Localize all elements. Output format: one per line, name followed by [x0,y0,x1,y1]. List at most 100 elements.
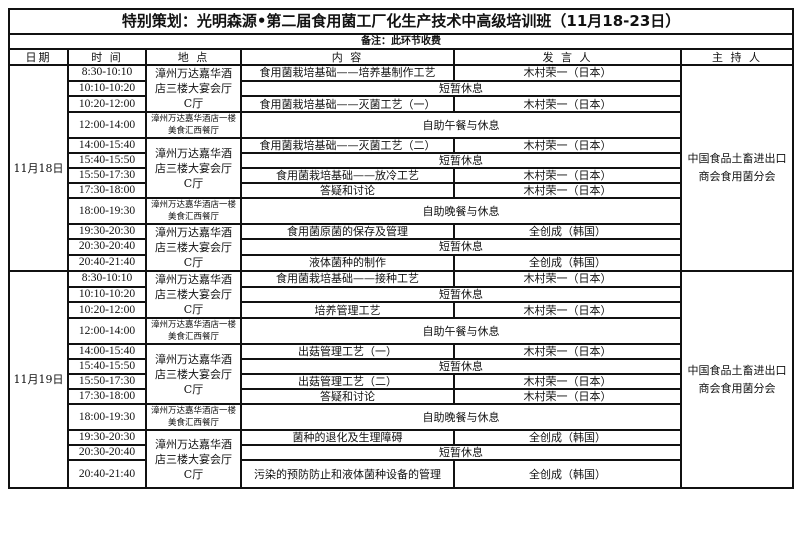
schedule-row: 11月19日 8:30-10:10 漳州万达嘉华酒店三楼大宴会厅C厅 食用菌栽培基础—… [8,270,795,489]
time-cell: 12:00-14:00 [67,317,147,345]
break-cell: 短暂休息 [240,152,682,169]
content-cell: 菌种的退化及生理障碍 [240,429,455,446]
time-cell: 15:50-17:30 [67,373,147,390]
schedule-row: 17:30-18:00 答疑和讨论 木村荣一（日本） [9,388,793,405]
time-cell: 15:40-15:50 [67,358,147,375]
schedule-row: 10:10-10:20 短暂休息 [9,285,793,304]
schedule-row: 20:30-20:40 短暂休息 [9,444,793,461]
break-cell: 自助晚餐与休息 [240,403,682,431]
schedule-row: 14:00-15:40 漳州万达嘉华酒店三楼大宴会厅C厅 食用菌栽培基础——灭菌工艺… [9,137,793,199]
schedule-row: 15:50-17:30 出菇管理工艺（二） 木村荣一（日本） [9,373,793,390]
speaker-cell: 木村荣一（日本） [453,64,682,82]
time-cell: 15:50-17:30 [67,167,147,184]
schedule-row: 17:30-18:00 答疑和讨论 木村荣一（日本） [9,182,793,199]
schedule-document: 特别策划：光明森源•第二届食用菌工厂化生产技术中高级培训班（11月18-23日）… [7,8,795,489]
speaker-cell: 木村荣一（日本） [453,373,682,390]
speaker-cell: 全创成（韩国） [453,253,682,273]
location-cell: 漳州万达嘉华酒店三楼大宴会厅C厅 [145,137,242,199]
header-time: 时 间 [67,48,147,66]
schedule-row: 10:20-12:00 食用菌栽培基础——灭菌工艺（一） 木村荣一（日本） [9,95,793,113]
host-cell: 中国食品土畜进出口商会食用菌分会 [679,64,795,272]
time-cell: 12:00-14:00 [67,111,147,139]
time-cell: 20:40-21:40 [67,459,147,489]
time-cell: 17:30-18:00 [67,182,147,199]
schedule-row: 11月18日 8:30-10:10 漳州万达嘉华酒店三楼大宴会厅C厅 食用菌栽培基础—… [8,64,795,272]
time-cell: 10:10-10:20 [67,285,147,304]
location-cell: 漳州万达嘉华酒店一楼美食汇西餐厅 [145,197,242,225]
schedule-row: 19:30-20:30 漳州万达嘉华酒店三楼大宴会厅C厅 菌种的退化及生理障碍 全创成… [9,429,793,489]
content-cell: 答疑和讨论 [240,182,455,199]
speaker-cell: 木村荣一（日本） [453,182,682,199]
schedule-row: 15:50-17:30 食用菌栽培基础——放冷工艺 木村荣一（日本） [9,167,793,184]
time-cell: 14:00-15:40 [67,137,147,154]
time-cell: 8:30-10:10 [67,270,147,288]
time-cell: 18:00-19:30 [67,197,147,225]
content-cell: 食用菌栽培基础——放冷工艺 [240,167,455,184]
break-cell: 短暂休息 [240,444,682,461]
time-cell: 19:30-20:30 [67,222,147,241]
header-speaker: 发 言 人 [453,48,682,66]
speaker-cell: 全创成（韩国） [453,429,682,446]
schedule-row: 20:40-21:40 污染的预防防止和液体菌种设备的管理 全创成（韩国） [9,459,793,489]
time-cell: 18:00-19:30 [67,403,147,431]
speaker-cell: 木村荣一（日本） [453,270,682,288]
fee-note: 备注：此环节收费 [7,33,795,50]
header-content: 内 容 [240,48,455,66]
time-cell: 10:20-12:00 [67,95,147,113]
break-cell: 自助午餐与休息 [240,317,682,345]
document-title: 特别策划：光明森源•第二届食用菌工厂化生产技术中高级培训班（11月18-23日） [7,8,795,35]
header-row: 日期 时 间 地 点 内 容 发 言 人 主 持 人 [8,48,795,66]
content-cell: 培养管理工艺 [240,301,455,319]
content-cell: 食用菌栽培基础——灭菌工艺（二） [240,137,455,154]
date-cell: 11月19日 [8,270,69,489]
location-cell: 漳州万达嘉华酒店一楼美食汇西餐厅 [145,111,242,139]
location-cell: 漳州万达嘉华酒店一楼美食汇西餐厅 [145,403,242,431]
break-cell: 短暂休息 [240,79,682,98]
time-cell: 20:30-20:40 [67,444,147,461]
location-cell: 漳州万达嘉华酒店三楼大宴会厅C厅 [145,270,242,319]
schedule-row: 10:10-10:20 短暂休息 [9,79,793,98]
schedule-row: 14:00-15:40 漳州万达嘉华酒店三楼大宴会厅C厅 出菇管理工艺（一） 木村荣一… [9,343,793,405]
schedule-row: 18:00-19:30 漳州万达嘉华酒店一楼美食汇西餐厅 自助晚餐与休息 [9,403,793,431]
schedule-table: 特别策划：光明森源•第二届食用菌工厂化生产技术中高级培训班（11月18-23日）… [7,8,795,489]
schedule-row: 20:40-21:40 液体菌种的制作 全创成（韩国） [9,253,793,273]
time-cell: 14:00-15:40 [67,343,147,360]
time-cell: 20:30-20:40 [67,238,147,256]
content-cell: 污染的预防防止和液体菌种设备的管理 [240,459,455,489]
location-cell: 漳州万达嘉华酒店一楼美食汇西餐厅 [145,317,242,345]
content-cell: 液体菌种的制作 [240,253,455,273]
content-cell: 出菇管理工艺（一） [240,343,455,360]
speaker-cell: 木村荣一（日本） [453,167,682,184]
date-cell: 11月18日 [8,64,69,272]
location-cell: 漳州万达嘉华酒店三楼大宴会厅C厅 [145,223,242,272]
content-cell: 出菇管理工艺（二） [240,373,455,390]
speaker-cell: 木村荣一（日本） [453,95,682,113]
speaker-cell: 木村荣一（日本） [453,388,682,405]
break-cell: 短暂休息 [240,358,682,375]
break-cell: 短暂休息 [240,285,682,304]
schedule-row: 10:20-12:00 培养管理工艺 木村荣一（日本） [9,301,793,319]
header-host: 主 持 人 [679,48,795,66]
content-cell: 食用菌栽培基础——培养基制作工艺 [240,64,455,82]
break-cell: 自助午餐与休息 [240,111,682,139]
location-cell: 漳州万达嘉华酒店三楼大宴会厅C厅 [145,64,242,113]
schedule-row: 18:00-19:30 漳州万达嘉华酒店一楼美食汇西餐厅 自助晚餐与休息 [9,197,793,225]
header-location: 地 点 [145,48,242,66]
schedule-row: 15:40-15:50 短暂休息 [9,152,793,169]
schedule-row: 20:30-20:40 短暂休息 [9,238,793,256]
break-cell: 自助晚餐与休息 [240,197,682,225]
content-cell: 答疑和讨论 [240,388,455,405]
time-cell: 15:40-15:50 [67,152,147,169]
content-cell: 食用菌原菌的保存及管理 [240,222,455,241]
schedule-row: 19:30-20:30 漳州万达嘉华酒店三楼大宴会厅C厅 食用菌原菌的保存及管理 全创… [9,222,793,272]
time-cell: 20:40-21:40 [67,253,147,273]
speaker-cell: 全创成（韩国） [453,459,682,489]
time-cell: 10:20-12:00 [67,301,147,319]
time-cell: 19:30-20:30 [67,429,147,446]
time-cell: 10:10-10:20 [67,79,147,98]
break-cell: 短暂休息 [240,238,682,256]
speaker-cell: 全创成（韩国） [453,222,682,241]
time-cell: 17:30-18:00 [67,388,147,405]
schedule-row: 12:00-14:00 漳州万达嘉华酒店一楼美食汇西餐厅 自助午餐与休息 [9,317,793,345]
content-cell: 食用菌栽培基础——接种工艺 [240,270,455,288]
